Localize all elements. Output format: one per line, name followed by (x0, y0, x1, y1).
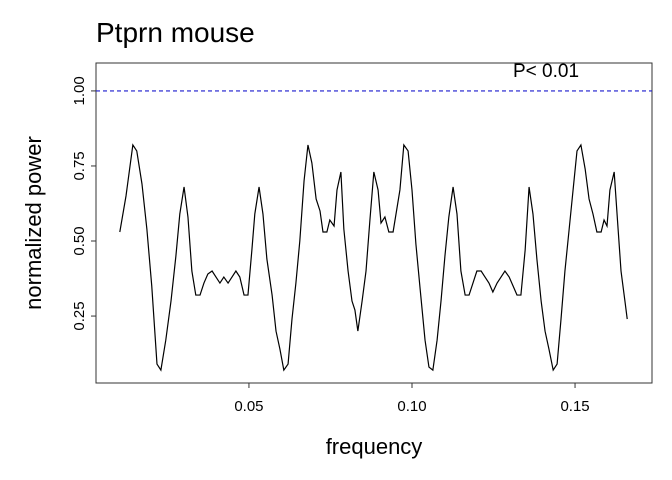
x-tick-label: 0.05 (234, 398, 263, 415)
threshold-label: P< 0.01 (513, 61, 579, 82)
y-tick-label: 1.00 (71, 76, 88, 105)
x-axis-title: frequency (326, 434, 423, 459)
y-tick-label: 0.25 (71, 301, 88, 330)
plot-panel (95, 62, 653, 384)
y-tick-label: 0.50 (71, 226, 88, 255)
y-axis-title: normalized power (21, 136, 46, 310)
chart-title: Ptprn mouse (96, 17, 255, 48)
x-tick-label: 0.15 (560, 398, 589, 415)
y-tick-label: 0.75 (71, 151, 88, 180)
x-tick-label: 0.10 (397, 398, 426, 415)
data-line (119, 143, 628, 372)
